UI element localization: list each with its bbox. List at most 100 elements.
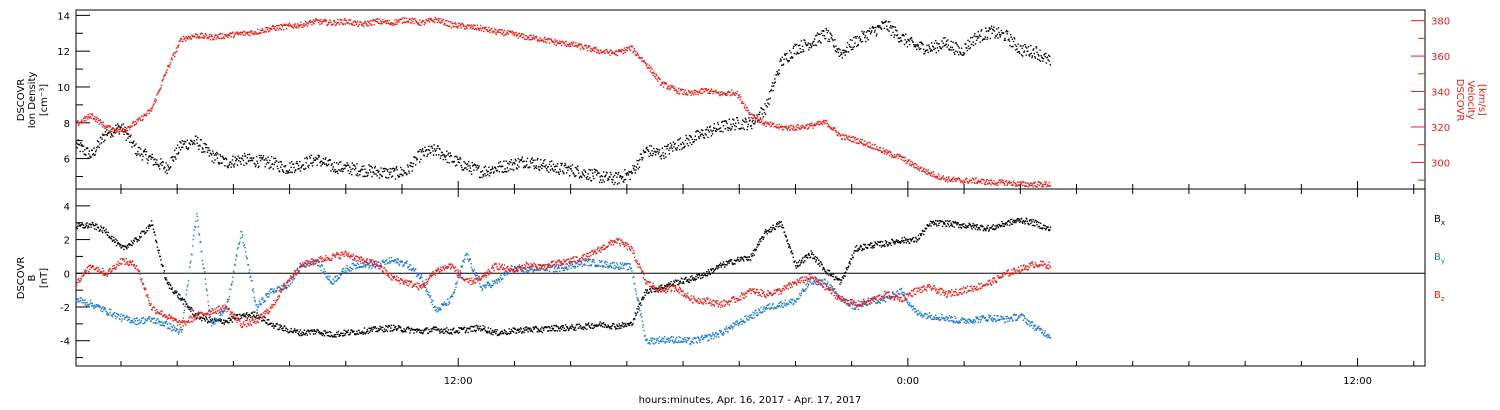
bx-point: [733, 262, 735, 265]
velocity-point: [909, 163, 911, 165]
density-point: [307, 165, 309, 167]
density-point: [408, 172, 410, 174]
velocity-point: [621, 49, 624, 51]
density-point: [958, 54, 960, 56]
velocity-point: [140, 119, 142, 122]
velocity-point: [176, 45, 179, 47]
bx-point: [460, 327, 462, 329]
density-point: [86, 147, 88, 149]
density-point: [802, 49, 804, 51]
bx-point: [520, 328, 522, 330]
bx-point: [175, 290, 177, 292]
bx-point: [631, 324, 634, 326]
bx-point: [711, 272, 714, 274]
velocity-point: [823, 122, 826, 124]
density-point: [1016, 51, 1019, 53]
bx-point: [782, 226, 785, 229]
bx-point: [763, 236, 765, 239]
density-point: [546, 169, 548, 172]
density-point: [1009, 34, 1012, 36]
density-point: [123, 133, 125, 136]
bx-point: [564, 324, 567, 326]
velocity-point: [782, 126, 784, 128]
density-point: [792, 56, 794, 59]
bx-point: [522, 328, 525, 330]
velocity-point: [850, 140, 853, 143]
density-point: [463, 161, 465, 163]
bx-point: [149, 225, 152, 227]
bx-point: [563, 327, 566, 329]
density-point: [409, 164, 411, 167]
velocity-point: [900, 158, 902, 160]
velocity-point: [178, 44, 180, 46]
density-point: [438, 154, 440, 156]
velocity-point: [488, 29, 491, 32]
velocity-point: [454, 26, 456, 28]
density-point: [153, 163, 156, 166]
bx-point: [857, 248, 859, 250]
velocity-point: [579, 48, 582, 50]
density-point: [887, 29, 889, 31]
velocity-point: [502, 33, 504, 35]
bx-point: [510, 332, 512, 334]
bx-point: [747, 258, 749, 261]
velocity-point: [1022, 184, 1024, 187]
bx-point: [228, 322, 230, 324]
bx-point: [312, 330, 314, 332]
bx-point: [94, 224, 96, 227]
density-point: [1015, 45, 1018, 47]
density-point: [924, 50, 926, 53]
velocity-point: [545, 41, 548, 44]
bx-point: [786, 239, 789, 241]
velocity-point: [269, 27, 271, 29]
bx-point: [150, 224, 152, 226]
density-point: [686, 143, 688, 145]
velocity-point: [260, 32, 262, 34]
velocity-point: [136, 122, 138, 124]
density-point: [1027, 46, 1030, 48]
bx-point: [687, 280, 689, 282]
bx-point: [305, 332, 307, 334]
bx-point: [960, 224, 962, 226]
bx-point: [408, 327, 410, 329]
density-point: [818, 33, 820, 36]
bx-point: [505, 331, 507, 333]
density-point: [325, 163, 327, 165]
velocity-point: [142, 115, 145, 118]
bx-point: [253, 316, 255, 318]
density-point: [119, 126, 121, 128]
velocity-point: [227, 36, 229, 38]
velocity-point: [268, 31, 270, 33]
bx-point: [935, 219, 937, 222]
velocity-point: [266, 28, 269, 31]
density-point: [443, 155, 446, 157]
density-point: [935, 39, 937, 42]
density-point: [504, 168, 506, 170]
bx-point: [815, 261, 817, 263]
bx-point: [769, 231, 771, 233]
bx-point: [688, 281, 691, 283]
density-point: [793, 52, 796, 55]
velocity-point: [277, 29, 280, 31]
bx-point: [677, 284, 680, 286]
bx-point: [106, 231, 108, 233]
bx-point: [831, 273, 833, 275]
velocity-point: [1019, 181, 1022, 183]
velocity-point: [430, 18, 432, 20]
density-point: [906, 46, 909, 48]
density-point: [454, 165, 457, 167]
density-point: [781, 56, 783, 58]
density-point: [273, 163, 276, 166]
velocity-point: [209, 39, 212, 41]
density-point: [747, 126, 749, 128]
density-point: [856, 45, 858, 47]
density-point: [904, 39, 906, 41]
density-point: [785, 53, 787, 55]
bx-point: [585, 324, 587, 326]
density-point: [717, 121, 719, 124]
bx-point: [170, 284, 172, 287]
density-point: [744, 117, 747, 119]
velocity-point: [80, 120, 82, 123]
density-point: [308, 155, 311, 158]
density-point: [263, 159, 266, 161]
